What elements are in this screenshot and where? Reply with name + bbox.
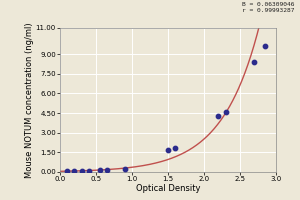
Text: B = 0.06309046
r = 0.99993287: B = 0.06309046 r = 0.99993287 bbox=[242, 2, 294, 13]
Point bbox=[166, 149, 170, 152]
Point bbox=[65, 169, 70, 173]
Point bbox=[79, 169, 84, 172]
Point bbox=[223, 110, 228, 113]
Point bbox=[72, 169, 77, 173]
Point bbox=[97, 169, 102, 172]
Point bbox=[173, 147, 178, 150]
Point bbox=[216, 114, 221, 117]
Point bbox=[122, 168, 127, 171]
Point bbox=[252, 60, 257, 64]
Point bbox=[263, 45, 268, 48]
Y-axis label: Mouse NOTUM concentration (ng/ml): Mouse NOTUM concentration (ng/ml) bbox=[25, 22, 34, 178]
Point bbox=[104, 169, 109, 172]
Point bbox=[86, 169, 91, 172]
X-axis label: Optical Density: Optical Density bbox=[136, 184, 200, 193]
